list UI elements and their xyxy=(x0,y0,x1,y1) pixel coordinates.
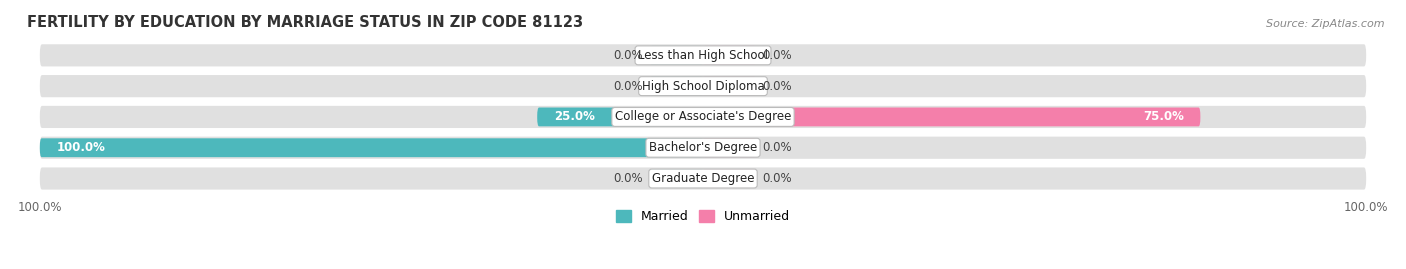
Text: 0.0%: 0.0% xyxy=(762,80,793,93)
FancyBboxPatch shape xyxy=(650,169,703,188)
FancyBboxPatch shape xyxy=(537,108,703,126)
FancyBboxPatch shape xyxy=(703,108,1201,126)
FancyBboxPatch shape xyxy=(39,75,1367,97)
Text: 0.0%: 0.0% xyxy=(613,80,644,93)
Text: Graduate Degree: Graduate Degree xyxy=(652,172,754,185)
Legend: Married, Unmarried: Married, Unmarried xyxy=(612,205,794,228)
Text: 75.0%: 75.0% xyxy=(1143,111,1184,123)
FancyBboxPatch shape xyxy=(703,138,756,157)
FancyBboxPatch shape xyxy=(39,167,1367,190)
Text: 0.0%: 0.0% xyxy=(762,141,793,154)
Text: 100.0%: 100.0% xyxy=(56,141,105,154)
Text: FERTILITY BY EDUCATION BY MARRIAGE STATUS IN ZIP CODE 81123: FERTILITY BY EDUCATION BY MARRIAGE STATU… xyxy=(27,15,582,30)
Text: 0.0%: 0.0% xyxy=(613,172,644,185)
Text: High School Diploma: High School Diploma xyxy=(641,80,765,93)
FancyBboxPatch shape xyxy=(39,106,1367,128)
FancyBboxPatch shape xyxy=(39,137,1367,159)
FancyBboxPatch shape xyxy=(650,77,703,95)
FancyBboxPatch shape xyxy=(703,169,756,188)
FancyBboxPatch shape xyxy=(39,138,703,157)
Text: Bachelor's Degree: Bachelor's Degree xyxy=(650,141,756,154)
FancyBboxPatch shape xyxy=(703,77,756,95)
Text: College or Associate's Degree: College or Associate's Degree xyxy=(614,111,792,123)
FancyBboxPatch shape xyxy=(703,46,756,65)
Text: Source: ZipAtlas.com: Source: ZipAtlas.com xyxy=(1267,19,1385,29)
Text: Less than High School: Less than High School xyxy=(638,49,768,62)
Text: 0.0%: 0.0% xyxy=(613,49,644,62)
FancyBboxPatch shape xyxy=(650,46,703,65)
Text: 25.0%: 25.0% xyxy=(554,111,595,123)
Text: 0.0%: 0.0% xyxy=(762,172,793,185)
Text: 0.0%: 0.0% xyxy=(762,49,793,62)
FancyBboxPatch shape xyxy=(39,44,1367,66)
